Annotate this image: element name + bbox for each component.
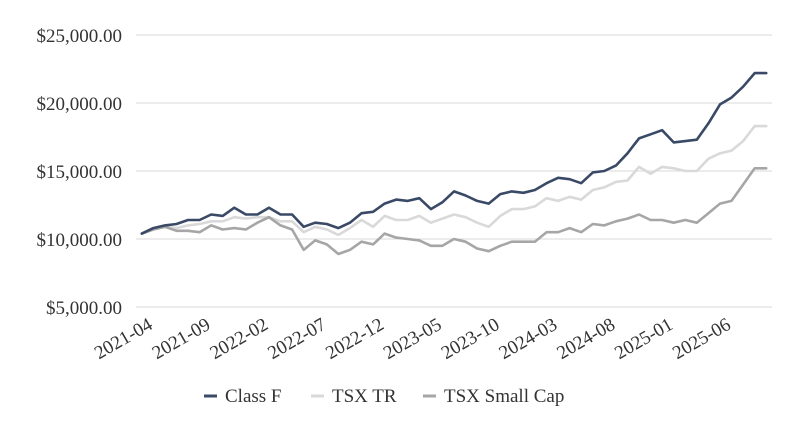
x-tick-label: 2023-05: [380, 314, 445, 364]
legend: Class F TSX TR TSX Small Cap: [204, 386, 564, 407]
series-line-class-f: [140, 71, 768, 235]
gridlines: [136, 34, 772, 308]
y-tick-label: $25,000.00: [37, 26, 123, 47]
series-line-tsx-tr: [140, 124, 768, 237]
y-tick-label: $20,000.00: [37, 94, 123, 115]
y-axis-ticks: $5,000.00 $10,000.00 $15,000.00 $20,000.00 $…: [37, 26, 123, 319]
x-tick-label: 2024-08: [553, 314, 618, 364]
x-tick-label: 2024-03: [496, 314, 561, 364]
y-tick-label: $10,000.00: [37, 230, 123, 251]
x-axis-ticks: 2021-042021-092022-022022-072022-122023-…: [91, 314, 735, 364]
x-tick-label: 2022-02: [207, 314, 272, 364]
y-tick-label: $15,000.00: [37, 162, 123, 183]
series-lines: [140, 71, 768, 256]
x-tick-label: 2022-12: [322, 314, 387, 364]
x-tick-label: 2025-01: [611, 314, 676, 364]
legend-label: TSX Small Cap: [444, 386, 564, 407]
series-line-tsx-small-cap: [140, 167, 768, 256]
y-tick-label: $5,000.00: [46, 298, 122, 319]
x-tick-label: 2023-10: [438, 314, 503, 364]
x-tick-label: 2021-04: [91, 314, 157, 364]
legend-label: TSX TR: [332, 386, 397, 407]
x-tick-label: 2025-06: [669, 314, 734, 364]
x-tick-label: 2021-09: [149, 314, 214, 364]
legend-label: Class F: [225, 386, 282, 407]
x-tick-label: 2022-07: [264, 314, 329, 364]
